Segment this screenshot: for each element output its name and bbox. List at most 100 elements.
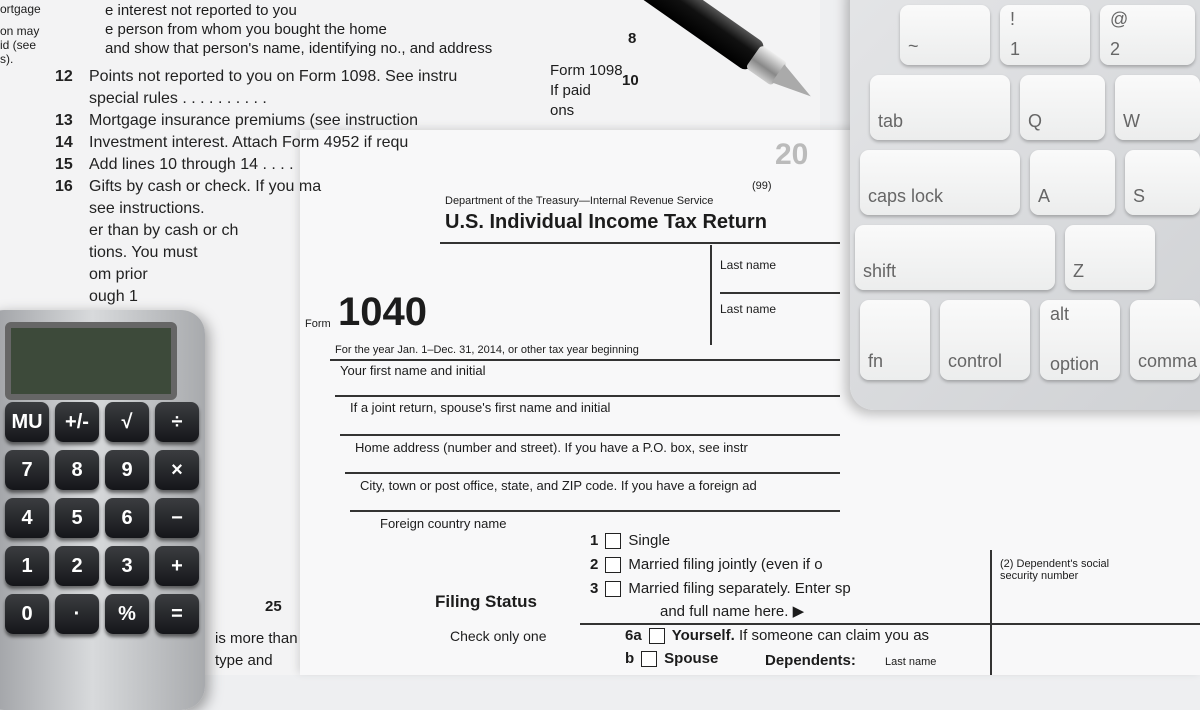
- key-capslock[interactable]: caps lock: [860, 150, 1020, 215]
- key-fn[interactable]: fn: [860, 300, 930, 380]
- divider: [710, 245, 712, 345]
- key-control[interactable]: control: [940, 300, 1030, 380]
- calc-button[interactable]: 4: [5, 498, 49, 538]
- right-label: Form 1098: [550, 62, 623, 79]
- exemption-spouse[interactable]: b Spouse: [625, 650, 719, 668]
- city-field[interactable]: City, town or post office, state, and ZI…: [360, 478, 757, 493]
- calc-button[interactable]: ÷: [155, 402, 199, 442]
- filing-option-separate[interactable]: 3 Married filing separately. Enter sp: [590, 580, 851, 598]
- margin-text: id (see: [0, 38, 37, 52]
- key-comma[interactable]: comma: [1130, 300, 1200, 380]
- calc-button[interactable]: 6: [105, 498, 149, 538]
- filing-option-joint[interactable]: 2 Married filing jointly (even if o: [590, 556, 823, 574]
- calc-button[interactable]: ·: [55, 594, 99, 634]
- calc-button[interactable]: 7: [5, 450, 49, 490]
- back-form-line: see instructions.: [55, 200, 205, 218]
- key-s[interactable]: S: [1125, 150, 1200, 215]
- key-label: Q: [1028, 111, 1043, 131]
- option-label: Single: [628, 532, 671, 549]
- calc-button[interactable]: 1: [5, 546, 49, 586]
- line-text: see instructions.: [89, 200, 205, 217]
- check-only-one: Check only one: [450, 628, 547, 644]
- key-label: 1: [1010, 39, 1021, 59]
- key-label: comma: [1138, 351, 1198, 371]
- key-1[interactable]: ! 1: [1000, 5, 1090, 65]
- form-label: Form: [305, 318, 331, 330]
- calc-button[interactable]: 2: [55, 546, 99, 586]
- dependents-label: Dependents:: [765, 652, 856, 669]
- filing-option-single[interactable]: 1 Single: [590, 532, 671, 550]
- box-number: 8: [628, 30, 637, 47]
- checkbox[interactable]: [641, 651, 658, 668]
- key-label: fn: [868, 351, 884, 371]
- key-shift[interactable]: shift: [855, 225, 1055, 290]
- right-label: If paid: [550, 82, 591, 99]
- spouse-name-field[interactable]: If a joint return, spouse's first name a…: [350, 400, 611, 415]
- line-text: Points not reported to you on Form 1098.…: [89, 68, 458, 85]
- filing-status-heading: Filing Status: [435, 592, 537, 611]
- calc-button[interactable]: MU: [5, 402, 49, 442]
- option-label: Married filing jointly (even if o: [628, 556, 823, 573]
- option-number: b: [625, 650, 635, 667]
- department: Department of the Treasury—Internal Reve…: [445, 195, 714, 207]
- calc-button[interactable]: 5: [55, 498, 99, 538]
- calc-button[interactable]: +/-: [55, 402, 99, 442]
- key-label: caps lock: [868, 186, 944, 206]
- back-form-line: 12 Points not reported to you on Form 109…: [55, 68, 457, 86]
- calc-button[interactable]: −: [155, 498, 199, 538]
- back-form-bottom-line: is more than: [215, 630, 298, 647]
- option-label: Spouse: [664, 650, 719, 667]
- line-text: Mortgage insurance premiums (see instruc…: [89, 112, 419, 129]
- checkbox[interactable]: [605, 533, 622, 550]
- calc-button[interactable]: √: [105, 402, 149, 442]
- key-tilde[interactable]: ~: [900, 5, 990, 65]
- key-tab[interactable]: tab: [870, 75, 1010, 140]
- line-text: tions. You must: [89, 244, 198, 261]
- checkbox[interactable]: [648, 628, 665, 645]
- line-text: Gifts by cash or check. If you ma: [89, 178, 322, 195]
- option-number: 3: [590, 580, 599, 597]
- calculator: MU +/- √ ÷ 7 8 9 × 4 5 6− 1 2 3 +0 ·% =: [0, 310, 205, 710]
- divider: [330, 359, 840, 361]
- key-label: tab: [878, 111, 904, 131]
- calc-button[interactable]: 9: [105, 450, 149, 490]
- calc-button[interactable]: =: [155, 594, 199, 634]
- line-text: ough 1: [89, 288, 138, 305]
- calc-button[interactable]: 8: [55, 450, 99, 490]
- calc-button[interactable]: 3: [105, 546, 149, 586]
- key-a[interactable]: A: [1030, 150, 1115, 215]
- key-q[interactable]: Q: [1020, 75, 1105, 140]
- dep-last-name: Last name: [885, 656, 937, 668]
- box-number: 10: [622, 72, 639, 89]
- foreign-country-field[interactable]: Foreign country name: [380, 516, 507, 531]
- margin-text: ortgage: [0, 2, 41, 16]
- key-option[interactable]: alt option: [1040, 300, 1120, 380]
- calc-button[interactable]: %: [105, 594, 149, 634]
- form-title: U.S. Individual Income Tax Return: [445, 211, 767, 233]
- divider: [340, 434, 840, 436]
- calc-button[interactable]: 0: [5, 594, 49, 634]
- last-name-label: Last name: [720, 302, 777, 316]
- line-number: 15: [55, 156, 73, 173]
- option-number: 1: [590, 532, 599, 549]
- back-form-line: e interest not reported to you: [105, 2, 297, 19]
- key-2[interactable]: @2: [1100, 5, 1195, 65]
- first-name-field[interactable]: Your first name and initial: [340, 363, 486, 378]
- checkbox[interactable]: [605, 557, 622, 574]
- calc-button[interactable]: ×: [155, 450, 199, 490]
- calc-button[interactable]: +: [155, 546, 199, 586]
- back-form-line: 15 Add lines 10 through 14 . . . .: [55, 156, 294, 174]
- right-label: ons: [550, 102, 575, 119]
- divider: [720, 292, 840, 294]
- exemption-yourself[interactable]: 6a Yourself. If someone can claim you as: [625, 627, 929, 645]
- bottom-line-number: 25: [265, 598, 282, 615]
- home-address-field[interactable]: Home address (number and street). If you…: [355, 440, 748, 455]
- line-text: special rules . . . . . . . . . .: [89, 90, 267, 107]
- key-label: 2: [1110, 39, 1121, 59]
- key-label: ~: [908, 36, 919, 56]
- divider: [580, 623, 1200, 625]
- key-label: control: [948, 351, 1003, 371]
- key-w[interactable]: W: [1115, 75, 1200, 140]
- checkbox[interactable]: [605, 581, 622, 598]
- key-z[interactable]: Z: [1065, 225, 1155, 290]
